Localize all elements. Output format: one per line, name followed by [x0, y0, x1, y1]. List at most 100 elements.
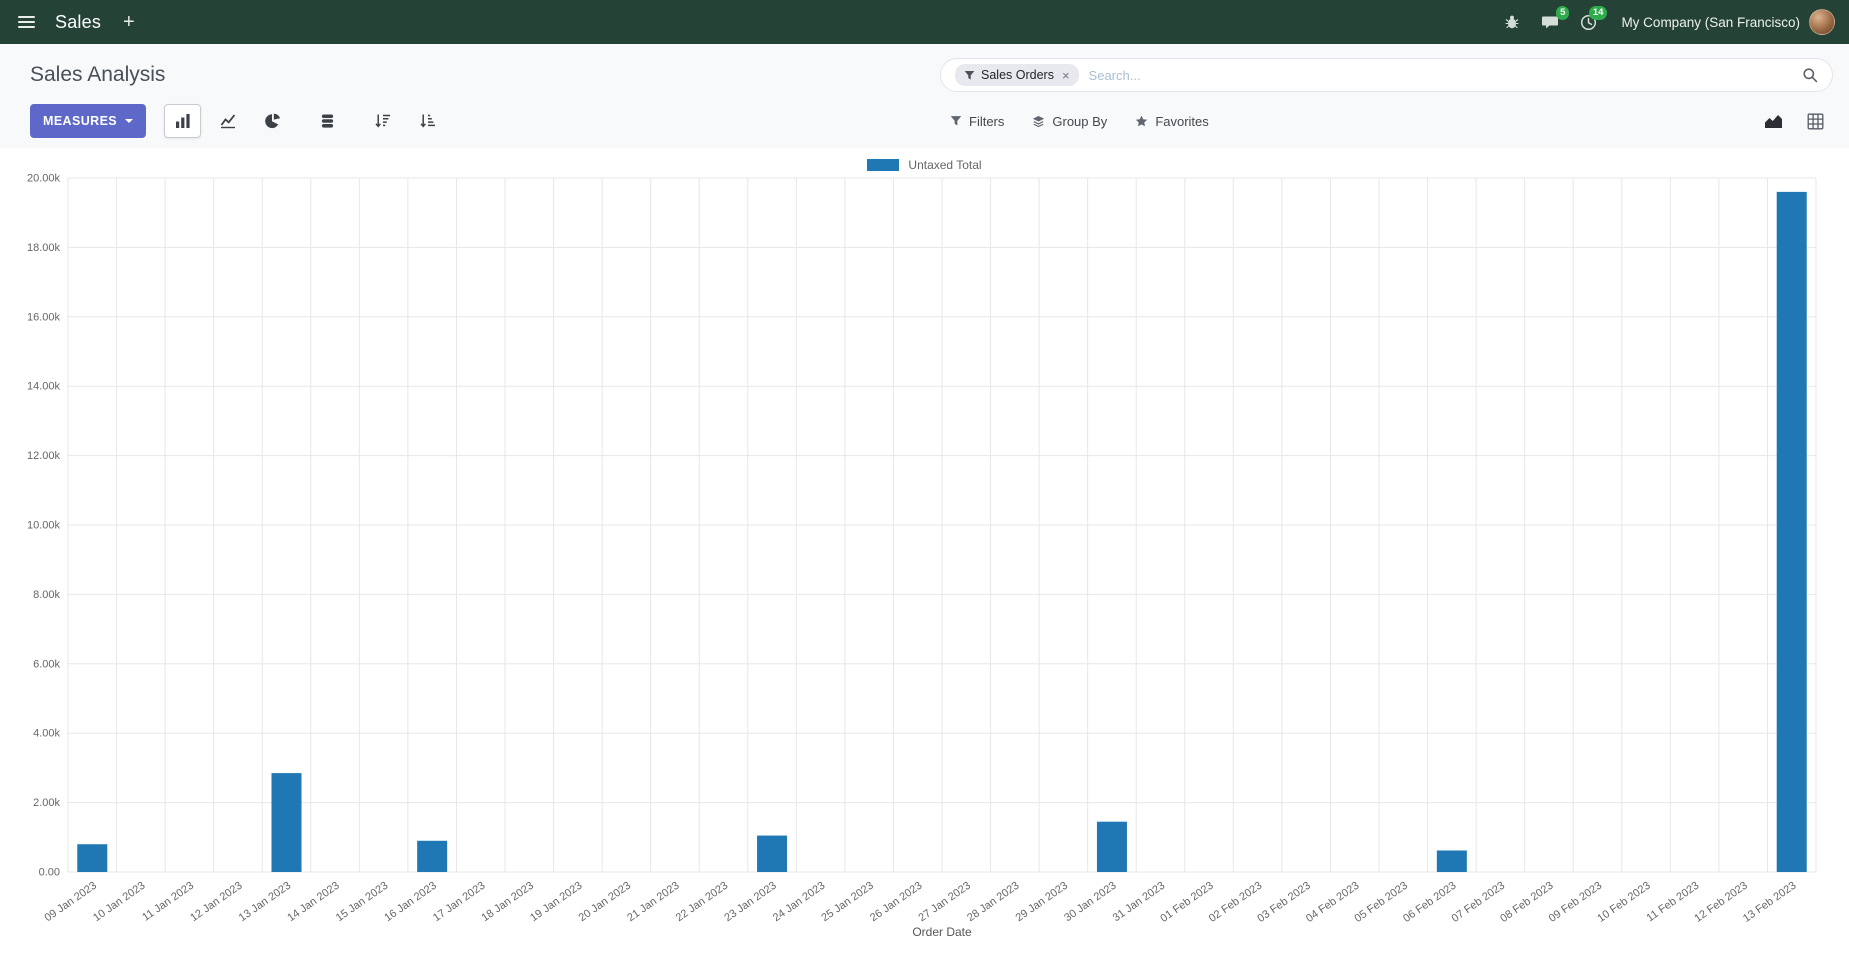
facet-remove-icon[interactable]: ×	[1061, 67, 1070, 83]
x-tick-label: 12 Jan 2023	[188, 880, 244, 925]
debug-bug-icon[interactable]	[1497, 7, 1527, 37]
sort-ascending-button[interactable]	[409, 104, 446, 138]
x-tick-label: 01 Feb 2023	[1158, 880, 1215, 925]
activities-button[interactable]: 14	[1573, 6, 1608, 37]
x-tick-label: 07 Feb 2023	[1450, 880, 1507, 925]
x-tick-label: 04 Feb 2023	[1304, 880, 1361, 925]
search-input[interactable]	[1088, 67, 1792, 83]
group-by-label: Group By	[1052, 113, 1108, 129]
pivot-view-button[interactable]	[1797, 106, 1833, 136]
plus-icon[interactable]: +	[117, 10, 141, 34]
legend-swatch	[867, 159, 900, 171]
measures-button[interactable]: MEASURES	[30, 104, 147, 138]
y-tick-label: 2.00k	[33, 797, 60, 809]
chat-bubble-icon	[1541, 16, 1558, 29]
x-tick-label: 22 Jan 2023	[674, 880, 730, 925]
x-tick-label: 11 Jan 2023	[140, 880, 196, 924]
line-chart-button[interactable]	[209, 104, 246, 138]
group-by-dropdown[interactable]: Group By	[1032, 114, 1107, 129]
bar[interactable]	[1436, 850, 1467, 872]
x-tick-label: 24 Jan 2023	[771, 880, 827, 925]
x-tick-label: 17 Jan 2023	[431, 880, 487, 925]
x-tick-label: 18 Jan 2023	[480, 880, 536, 925]
search-facet[interactable]: Sales Orders ×	[955, 64, 1079, 86]
activities-badge: 14	[1588, 6, 1608, 20]
y-tick-label: 10.00k	[27, 520, 61, 532]
bar[interactable]	[1096, 821, 1127, 872]
area-chart-icon	[1764, 114, 1782, 128]
y-tick-label: 20.00k	[27, 173, 61, 185]
graph-view-button[interactable]	[1755, 106, 1791, 136]
bar[interactable]	[417, 840, 448, 872]
top-navbar: Sales + 5 14 My Company (San Francisco)	[0, 0, 1849, 44]
x-axis-title: Order Date	[912, 925, 972, 939]
user-menu[interactable]: My Company (San Francisco)	[1621, 9, 1835, 35]
company-name: My Company (San Francisco)	[1621, 14, 1800, 30]
bar[interactable]	[1776, 191, 1807, 872]
x-tick-label: 31 Jan 2023	[1111, 880, 1167, 925]
funnel-icon	[950, 115, 962, 127]
pie-chart-button[interactable]	[254, 104, 291, 138]
bar-chart-icon	[175, 114, 190, 128]
control-panel: Sales Analysis Sales Orders × MEASURES	[0, 44, 1849, 148]
search-icon[interactable]	[1802, 67, 1818, 83]
search-options: Filters Group By	[940, 114, 1209, 129]
line-chart-icon	[220, 114, 235, 129]
x-tick-label: 26 Jan 2023	[868, 880, 924, 925]
x-tick-label: 27 Jan 2023	[917, 880, 973, 925]
x-tick-label: 23 Jan 2023	[722, 880, 778, 925]
navbar-right: 5 14 My Company (San Francisco)	[1497, 6, 1835, 37]
y-tick-label: 6.00k	[33, 658, 60, 670]
x-tick-label: 21 Jan 2023	[625, 880, 681, 925]
bar[interactable]	[77, 844, 108, 872]
x-tick-label: 02 Feb 2023	[1207, 880, 1264, 925]
page-title: Sales Analysis	[30, 63, 166, 86]
favorites-label: Favorites	[1155, 113, 1209, 129]
view-switcher	[1755, 106, 1833, 136]
stacked-toggle-button[interactable]	[309, 104, 346, 138]
favorites-dropdown[interactable]: Favorites	[1135, 113, 1209, 129]
x-tick-label: 11 Feb 2023	[1645, 880, 1702, 925]
graph-view: Untaxed Total 0.00 2.00k 4.00k 6.00k 8.00k 10…	[0, 148, 1849, 944]
x-tick-label: 06 Feb 2023	[1401, 880, 1458, 925]
filters-dropdown[interactable]: Filters	[950, 114, 1004, 129]
y-tick-label: 8.00k	[33, 589, 60, 601]
x-tick-label: 10 Feb 2023	[1595, 880, 1652, 925]
x-tick-label: 13 Feb 2023	[1741, 880, 1798, 925]
search-bar[interactable]: Sales Orders ×	[940, 58, 1833, 92]
x-tick-label: 20 Jan 2023	[577, 880, 633, 925]
x-tick-label: 28 Jan 2023	[965, 880, 1021, 925]
user-avatar	[1809, 9, 1835, 35]
messages-button[interactable]: 5	[1535, 6, 1570, 37]
x-tick-label: 10 Jan 2023	[91, 880, 147, 925]
pie-chart-icon	[264, 113, 280, 129]
chevron-down-icon	[125, 119, 134, 123]
database-stack-icon	[321, 114, 334, 128]
sort-amount-desc-icon	[374, 114, 390, 128]
x-tick-label: 15 Jan 2023	[334, 880, 390, 925]
messages-badge: 5	[1556, 6, 1570, 20]
legend-label: Untaxed Total	[908, 158, 982, 172]
bar-chart-button[interactable]	[164, 104, 202, 138]
x-tick-label: 03 Feb 2023	[1255, 880, 1312, 925]
x-tick-label: 14 Jan 2023	[285, 880, 341, 925]
star-icon	[1135, 115, 1148, 128]
x-tick-label: 12 Feb 2023	[1692, 880, 1749, 925]
sort-descending-button[interactable]	[364, 104, 401, 138]
y-tick-label: 0.00	[39, 867, 60, 879]
y-tick-label: 18.00k	[27, 242, 61, 254]
x-tick-label: 08 Feb 2023	[1498, 880, 1555, 925]
bar[interactable]	[271, 773, 302, 872]
bar-chart: 0.00 2.00k 4.00k 6.00k 8.00k 10.00k 12.00k 14.0…	[27, 173, 1817, 939]
sort-amount-asc-icon	[419, 114, 435, 128]
chart-legend-item[interactable]: Untaxed Total	[0, 148, 1849, 172]
bar[interactable]	[757, 835, 788, 872]
apps-menu-icon[interactable]	[14, 12, 39, 32]
filters-label: Filters	[969, 113, 1005, 129]
layers-icon	[1032, 115, 1045, 128]
app-name[interactable]: Sales	[55, 11, 102, 32]
x-tick-label: 25 Jan 2023	[819, 880, 875, 925]
view-toolbar: MEASURES	[16, 104, 446, 138]
y-tick-label: 16.00k	[27, 311, 61, 323]
x-tick-label: 09 Jan 2023	[43, 880, 99, 925]
